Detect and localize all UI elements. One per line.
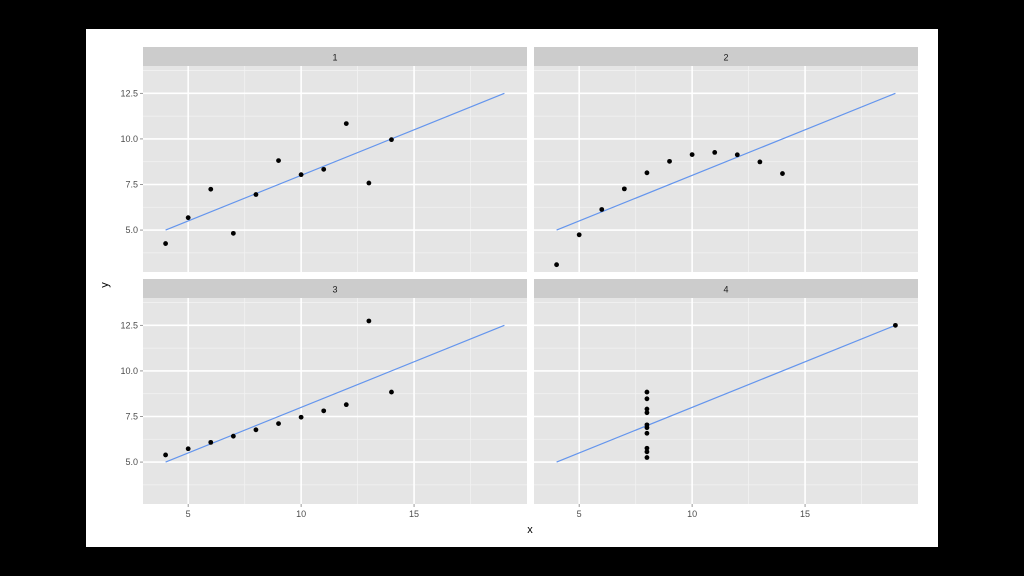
facet-label-3: 3 [332,285,337,295]
data-point [644,406,650,412]
y-tick-label: 5.0 [125,225,138,235]
panel-background-2 [534,66,918,272]
data-point [343,402,349,408]
y-tick-label: 7.5 [125,411,138,421]
y-tick-label: 10.0 [120,134,138,144]
data-point [599,207,605,212]
data-point [163,452,168,458]
x-tick-label: 5 [577,509,582,519]
regression-line-1 [165,92,505,231]
data-point [554,262,559,268]
data-point [230,433,236,439]
data-point [321,408,327,414]
data-point [576,232,582,238]
y-tick-label: 7.5 [125,179,138,189]
data-point [298,172,304,178]
facet-label-4: 4 [723,285,728,295]
data-point [298,414,304,420]
data-point [644,422,650,428]
x-tick-label: 15 [409,509,419,519]
x-tick-label: 10 [687,509,697,519]
x-tick-label: 5 [186,509,191,519]
data-point [321,166,327,172]
facet-label-1: 1 [332,53,337,63]
regression-line-3 [165,324,505,463]
x-tick-label: 10 [296,509,306,519]
facet-strip-2 [534,47,918,66]
data-point [208,439,214,445]
data-point [644,410,650,416]
regression-line-2 [556,92,896,231]
panel-background-3 [143,298,527,504]
data-point [253,427,259,433]
facet-strip-1 [143,47,527,66]
data-point [185,446,191,452]
data-point [389,137,394,143]
data-point [734,152,740,158]
data-point [208,186,214,192]
y-tick-label: 12.5 [120,320,138,330]
data-point [276,421,281,427]
panel-background-4 [534,298,918,504]
data-point [163,241,168,246]
data-point [644,396,650,402]
data-point [253,192,259,197]
data-point [644,170,650,176]
data-point [343,121,349,127]
regression-line-4 [556,324,896,463]
y-tick-label: 10.0 [120,366,138,376]
data-point [276,158,281,164]
data-point [712,150,718,155]
data-point [366,180,372,186]
facet-label-2: 2 [723,53,728,63]
panel-background-1 [143,66,527,272]
data-point [780,171,785,176]
data-point [644,430,650,436]
faceted-scatter-chart: 1 5.0 7.5 10.0 12.5 2 3 5.0 7.5 10.0 12.5 5 10 15 4 5 10… [99,47,918,536]
data-point [389,389,394,395]
data-point [621,186,627,192]
data-point [185,215,191,221]
x-tick-label: 15 [800,509,810,519]
y-axis-title: y [99,282,111,288]
y-tick-label: 12.5 [120,88,138,98]
data-point [644,389,650,395]
data-point [667,158,672,164]
x-axis-title: x [527,524,533,536]
data-point [757,159,763,165]
data-point [644,455,650,460]
data-point [893,322,898,328]
data-point [366,318,372,324]
slide-canvas: 1 5.0 7.5 10.0 12.5 2 3 5.0 7.5 10.0 12.5 5 10 15 4 5 10… [86,29,938,547]
facet-strip-4 [534,279,918,298]
data-point [230,230,236,236]
y-tick-label: 5.0 [125,457,138,467]
data-point [644,449,650,455]
facet-strip-3 [143,279,527,298]
data-point [689,152,695,157]
data-point [644,445,650,451]
